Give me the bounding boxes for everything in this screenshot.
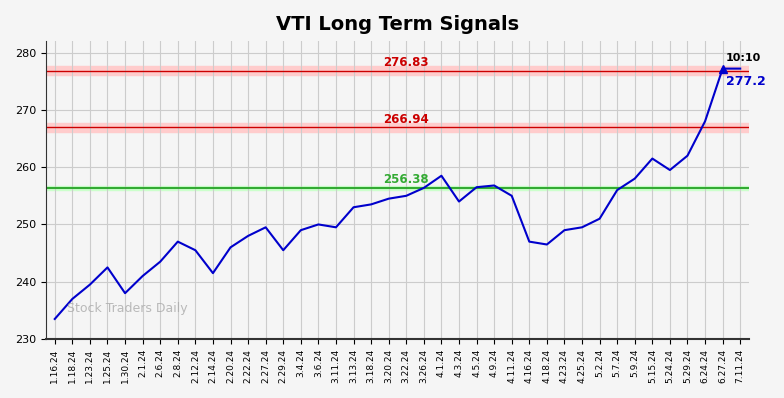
Text: 256.38: 256.38 xyxy=(383,173,429,186)
Text: 276.83: 276.83 xyxy=(383,56,429,69)
Bar xyxy=(46,123,749,132)
Text: 10:10: 10:10 xyxy=(726,53,761,63)
Text: 266.94: 266.94 xyxy=(383,113,429,126)
Title: VTI Long Term Signals: VTI Long Term Signals xyxy=(276,15,519,34)
Bar xyxy=(46,66,749,75)
Text: Stock Traders Daily: Stock Traders Daily xyxy=(67,302,187,315)
Bar xyxy=(46,185,749,190)
Text: 277.2: 277.2 xyxy=(726,76,766,88)
